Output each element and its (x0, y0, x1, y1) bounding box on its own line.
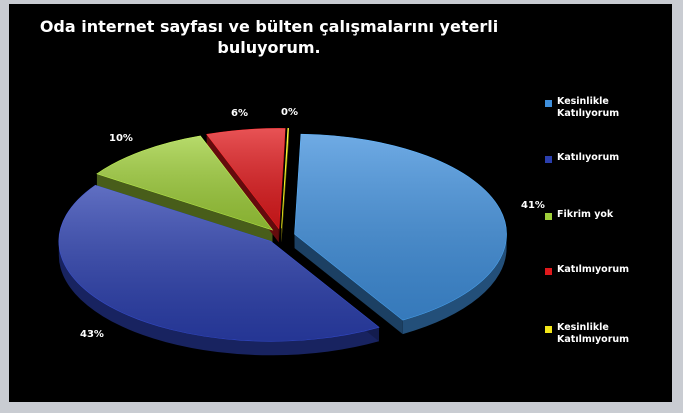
pie-slice-value-label: 41% (521, 200, 545, 211)
pie-slice-shine-2 (96, 135, 273, 230)
pie-slice-side-1 (58, 241, 379, 356)
legend-label: Katılıyorum (557, 152, 620, 163)
legend-label: Katılmıyorum (557, 264, 630, 275)
pie-slice-shine-3 (206, 128, 286, 229)
legend-swatch (545, 213, 552, 220)
legend-swatch (545, 268, 552, 275)
legend-label: Fikrim yok (557, 209, 614, 220)
chart-title-line-1: Oda internet sayfası ve bülten çalışmala… (39, 17, 499, 36)
legend-swatch (545, 100, 552, 107)
pie-slice-shine-0 (294, 134, 507, 321)
pie-slice-wall-0-1 (294, 234, 403, 335)
pie-slice-value-label: 0% (281, 107, 298, 118)
pie-slice-value-label: 10% (109, 133, 133, 144)
legend-swatch (545, 156, 552, 163)
chart-title-line-2: buluyorum. (217, 38, 321, 57)
legend-item: Katılıyorum (545, 152, 670, 164)
legend-item: Kesinlikle Katılıyorum (545, 96, 670, 120)
legend-item: Katılmıyorum (545, 264, 670, 276)
pie-slice-shine-1 (58, 185, 379, 342)
pie-slice-wall-2-0 (96, 173, 273, 244)
legend-item: Fikrim yok (545, 209, 670, 221)
pie-slice-value-label: 43% (80, 329, 104, 340)
pie-chart (58, 128, 507, 356)
legend-label: Kesinlikle Katılmıyorum (557, 322, 630, 345)
pie-slice-shine-4 (281, 128, 289, 229)
pie-slice-value-label: 6% (231, 108, 248, 119)
legend-swatch (545, 326, 552, 333)
legend-item: Kesinlikle Katılmıyorum (545, 322, 670, 346)
pie-top-layer (58, 128, 507, 342)
pie-slice-side-0 (402, 234, 507, 335)
legend-label: Kesinlikle Katılıyorum (557, 96, 620, 119)
chart-title: Oda internet sayfası ve bülten çalışmala… (9, 16, 529, 58)
chart-area: Oda internet sayfası ve bülten çalışmala… (9, 4, 672, 402)
